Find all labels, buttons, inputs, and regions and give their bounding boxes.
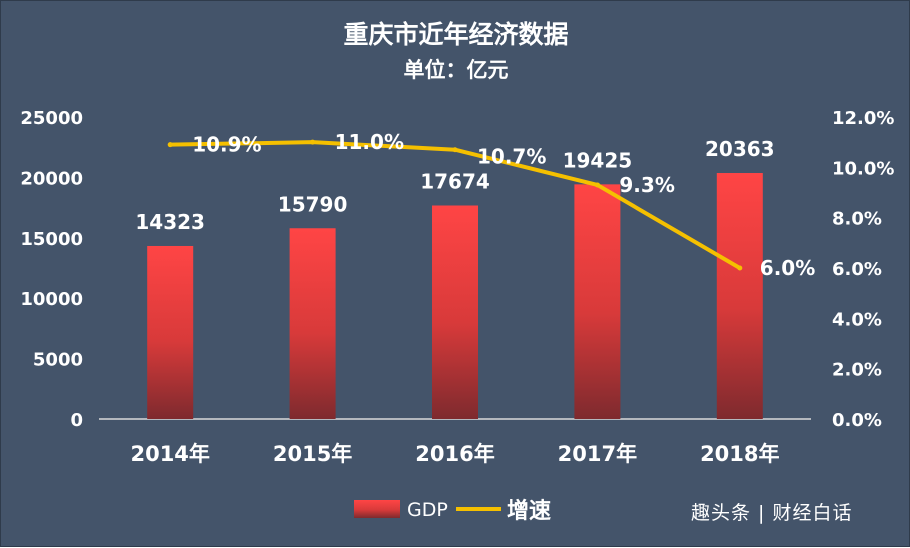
y-right-tick-label: 4.0% [832, 309, 882, 330]
y-left-tick-label: 10000 [20, 289, 83, 310]
y-left-tick-label: 20000 [20, 168, 83, 189]
gdp-data-label: 19425 [563, 148, 633, 172]
legend-growth-label: 增速 [507, 498, 551, 524]
gdp-data-label: 20363 [705, 137, 775, 161]
gdp-data-label: 15790 [278, 192, 348, 216]
gdp-bar [147, 245, 194, 419]
y-left-tick-label: 25000 [20, 108, 83, 129]
legend-gdp-label: GDP [407, 499, 448, 521]
growth-data-label: 6.0% [760, 256, 815, 280]
growth-point [594, 182, 600, 188]
gdp-data-label: 14323 [135, 210, 205, 234]
growth-data-label: 10.9% [192, 133, 261, 157]
growth-data-label: 9.3% [619, 173, 674, 197]
y-left-tick-label: 0 [70, 410, 83, 431]
gdp-bar [716, 173, 763, 419]
gdp-bar [574, 184, 621, 419]
growth-point [310, 139, 316, 145]
gdp-data-label: 17674 [420, 169, 490, 193]
growth-point [452, 147, 458, 153]
x-tick-label: 2017年 [558, 442, 637, 466]
chart-subtitle: 单位：亿元 [403, 58, 509, 82]
chart-title: 重庆市近年经济数据 [343, 20, 569, 49]
y-right-tick-label: 8.0% [832, 209, 882, 230]
y-right-tick-label: 6.0% [832, 259, 882, 280]
gdp-bar [432, 205, 478, 419]
y-right-tick-label: 0.0% [832, 410, 882, 431]
watermark-text: 趣头条 | 财经白话 [691, 502, 853, 524]
y-right-tick-label: 12.0% [832, 108, 894, 129]
legend-gdp-swatch [354, 500, 400, 518]
y-left-tick-label: 15000 [20, 229, 83, 250]
y-left-tick-label: 5000 [33, 350, 83, 371]
growth-point [737, 265, 743, 271]
y-right-tick-label: 10.0% [832, 158, 894, 179]
growth-data-label: 11.0% [335, 130, 404, 154]
gdp-bar [289, 228, 336, 419]
x-tick-label: 2016年 [415, 442, 494, 466]
growth-data-label: 10.7% [477, 145, 546, 169]
y-right-tick-label: 2.0% [832, 360, 882, 381]
x-tick-label: 2018年 [700, 442, 779, 466]
x-tick-label: 2014年 [130, 442, 209, 466]
growth-point [167, 142, 173, 148]
x-tick-label: 2015年 [273, 442, 352, 466]
